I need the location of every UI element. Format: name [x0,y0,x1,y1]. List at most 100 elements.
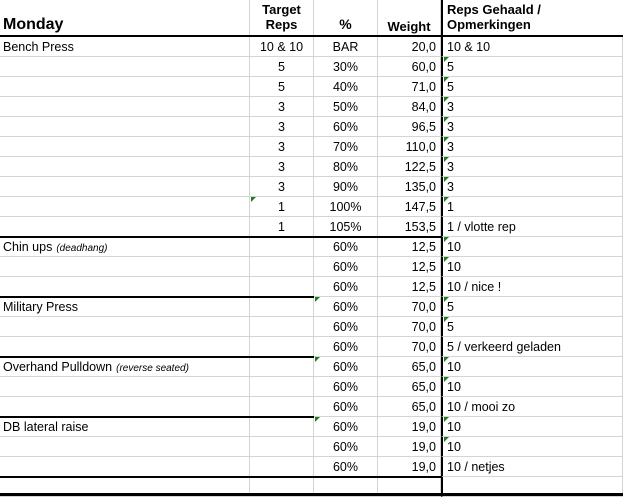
percent-cell[interactable]: 70% [314,137,378,157]
target-reps-cell[interactable] [250,257,314,277]
exercise-cell[interactable]: Military Press [0,297,250,317]
target-reps-cell[interactable]: 5 [250,57,314,77]
exercise-cell[interactable] [0,77,250,97]
exercise-cell[interactable] [0,117,250,137]
percent-cell[interactable]: 60% [314,357,378,377]
target-reps-cell[interactable]: 5 [250,77,314,97]
reps-achieved-cell[interactable]: 3 [441,157,623,177]
header-reps-achieved[interactable]: Reps Gehaald / Opmerkingen [441,0,623,35]
percent-cell[interactable]: 60% [314,257,378,277]
target-reps-cell[interactable]: 1 [250,197,314,217]
header-percent[interactable]: % [314,0,378,35]
header-title[interactable]: Monday [0,0,250,35]
reps-achieved-cell[interactable]: 1 / vlotte rep [441,217,623,237]
weight-cell[interactable]: 70,0 [378,297,441,317]
target-reps-cell[interactable] [250,317,314,337]
weight-cell[interactable]: 122,5 [378,157,441,177]
exercise-cell[interactable] [0,257,250,277]
exercise-cell[interactable] [0,337,250,357]
weight-cell[interactable]: 96,5 [378,117,441,137]
reps-achieved-cell[interactable]: 10 / netjes [441,457,623,477]
exercise-cell[interactable] [0,217,250,237]
exercise-cell[interactable] [0,157,250,177]
percent-cell[interactable]: 100% [314,197,378,217]
header-weight[interactable]: Weight [378,0,441,35]
reps-achieved-cell[interactable]: 10 & 10 [441,37,623,57]
header-target-reps[interactable]: Target Reps [250,0,314,35]
reps-achieved-cell[interactable]: 5 [441,297,623,317]
weight-cell[interactable]: 19,0 [378,437,441,457]
target-reps-cell[interactable] [250,297,314,317]
reps-achieved-cell[interactable]: 5 [441,77,623,97]
reps-achieved-cell[interactable]: 3 [441,137,623,157]
weight-cell[interactable]: 12,5 [378,277,441,297]
target-reps-cell[interactable]: 3 [250,97,314,117]
exercise-cell[interactable] [0,397,250,417]
reps-achieved-cell[interactable]: 10 [441,437,623,457]
reps-achieved-cell[interactable]: 10 [441,377,623,397]
weight-cell[interactable]: 147,5 [378,197,441,217]
percent-cell[interactable]: 30% [314,57,378,77]
exercise-cell[interactable] [0,57,250,77]
reps-achieved-cell[interactable]: 10 [441,357,623,377]
weight-cell[interactable]: 110,0 [378,137,441,157]
target-reps-cell[interactable] [250,337,314,357]
target-reps-cell[interactable] [250,237,314,257]
percent-cell[interactable]: 60% [314,237,378,257]
percent-cell[interactable]: 60% [314,417,378,437]
percent-cell[interactable]: 50% [314,97,378,117]
percent-cell[interactable]: 90% [314,177,378,197]
target-reps-cell[interactable] [250,357,314,377]
percent-cell[interactable]: 60% [314,457,378,477]
percent-cell[interactable]: 40% [314,77,378,97]
exercise-cell[interactable]: Bench Press [0,37,250,57]
reps-achieved-cell[interactable]: 10 [441,257,623,277]
weight-cell[interactable]: 60,0 [378,57,441,77]
target-reps-cell[interactable]: 3 [250,177,314,197]
exercise-cell[interactable]: Overhand Pulldown (reverse seated) [0,357,250,377]
reps-achieved-cell[interactable]: 10 [441,237,623,257]
target-reps-cell[interactable]: 3 [250,117,314,137]
percent-cell[interactable]: 60% [314,297,378,317]
reps-achieved-cell[interactable]: 3 [441,177,623,197]
reps-achieved-cell[interactable]: 10 / mooi zo [441,397,623,417]
exercise-cell[interactable] [0,437,250,457]
reps-achieved-cell[interactable]: 5 / verkeerd geladen [441,337,623,357]
percent-cell[interactable]: 60% [314,277,378,297]
reps-achieved-cell[interactable]: 5 [441,57,623,77]
exercise-cell[interactable]: Chin ups (deadhang) [0,237,250,257]
target-reps-cell[interactable] [250,377,314,397]
percent-cell[interactable]: 105% [314,217,378,237]
target-reps-cell[interactable] [250,457,314,477]
weight-cell[interactable]: 65,0 [378,377,441,397]
reps-achieved-cell[interactable]: 10 / nice ! [441,277,623,297]
weight-cell[interactable]: 135,0 [378,177,441,197]
exercise-cell[interactable] [0,377,250,397]
weight-cell[interactable]: 84,0 [378,97,441,117]
percent-cell[interactable]: 80% [314,157,378,177]
weight-cell[interactable]: 70,0 [378,337,441,357]
weight-cell[interactable]: 153,5 [378,217,441,237]
percent-cell[interactable]: 60% [314,337,378,357]
target-reps-cell[interactable] [250,277,314,297]
percent-cell[interactable]: 60% [314,377,378,397]
percent-cell[interactable]: 60% [314,317,378,337]
percent-cell[interactable]: BAR [314,37,378,57]
reps-achieved-cell[interactable]: 5 [441,317,623,337]
weight-cell[interactable]: 19,0 [378,457,441,477]
exercise-cell[interactable] [0,277,250,297]
weight-cell[interactable]: 20,0 [378,37,441,57]
reps-achieved-cell[interactable]: 10 [441,417,623,437]
weight-cell[interactable]: 65,0 [378,397,441,417]
weight-cell[interactable]: 12,5 [378,257,441,277]
target-reps-cell[interactable]: 3 [250,137,314,157]
target-reps-cell[interactable]: 1 [250,217,314,237]
percent-cell[interactable]: 60% [314,117,378,137]
weight-cell[interactable]: 12,5 [378,237,441,257]
exercise-cell[interactable] [0,177,250,197]
weight-cell[interactable]: 71,0 [378,77,441,97]
weight-cell[interactable]: 65,0 [378,357,441,377]
reps-achieved-cell[interactable]: 3 [441,97,623,117]
reps-achieved-cell[interactable]: 1 [441,197,623,217]
percent-cell[interactable]: 60% [314,437,378,457]
